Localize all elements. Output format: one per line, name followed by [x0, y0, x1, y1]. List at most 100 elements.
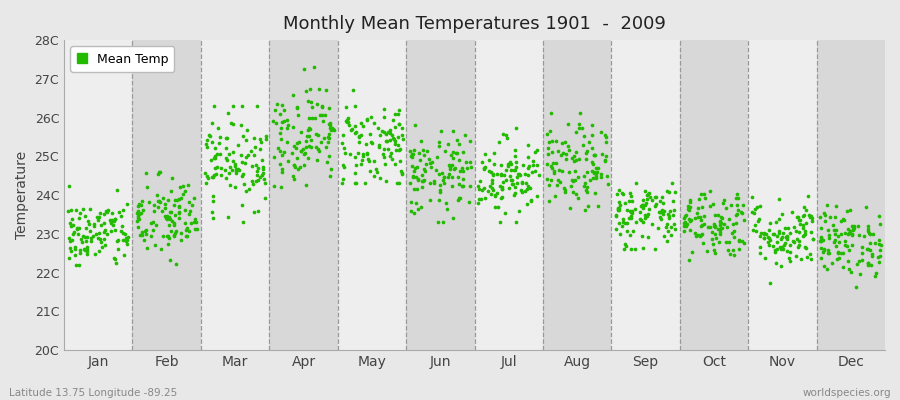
Point — [841, 257, 855, 264]
Point — [154, 246, 168, 252]
Point — [446, 166, 461, 172]
Point — [540, 130, 554, 137]
Point — [293, 148, 308, 155]
Point — [65, 236, 79, 243]
Point — [323, 127, 338, 134]
Point — [404, 154, 419, 160]
Point — [327, 127, 341, 133]
Point — [557, 139, 572, 146]
Point — [220, 135, 234, 142]
Point — [624, 209, 638, 215]
Point — [464, 183, 478, 190]
Point — [617, 220, 632, 226]
Point — [598, 133, 613, 140]
Point — [320, 138, 335, 145]
Point — [235, 202, 249, 208]
Point — [820, 202, 834, 208]
Point — [360, 116, 374, 122]
Point — [586, 161, 600, 167]
Point — [82, 228, 96, 234]
Point — [816, 210, 831, 217]
Point — [281, 158, 295, 164]
Point — [723, 250, 737, 257]
Point — [239, 137, 254, 144]
Point — [496, 131, 510, 137]
Point — [288, 164, 302, 170]
Point — [173, 184, 187, 190]
Point — [247, 134, 261, 141]
Point — [508, 164, 523, 170]
Point — [348, 130, 363, 136]
Point — [222, 182, 237, 188]
Point — [442, 171, 456, 177]
Point — [211, 151, 225, 157]
Point — [745, 194, 760, 200]
Point — [430, 154, 445, 160]
Point — [682, 216, 697, 223]
Point — [423, 197, 437, 203]
Point — [634, 232, 649, 239]
Point — [790, 214, 805, 220]
Point — [725, 220, 740, 227]
Point — [716, 200, 731, 206]
Point — [166, 221, 181, 228]
Point — [274, 119, 289, 125]
Point — [94, 244, 109, 250]
Point — [164, 209, 178, 216]
Point — [684, 216, 698, 223]
Point — [518, 180, 533, 186]
Point — [351, 150, 365, 157]
Point — [99, 208, 113, 214]
Point — [230, 166, 244, 172]
Point — [611, 205, 625, 212]
Point — [587, 151, 601, 158]
Point — [553, 179, 567, 185]
Point — [822, 232, 836, 238]
Point — [478, 151, 492, 158]
Point — [680, 221, 694, 228]
Point — [221, 150, 236, 157]
Point — [565, 188, 580, 195]
Point — [518, 188, 532, 194]
Point — [335, 180, 349, 187]
Point — [611, 206, 625, 212]
Point — [768, 247, 782, 254]
Point — [392, 121, 407, 127]
Point — [745, 227, 760, 234]
Point — [868, 273, 883, 279]
Point — [253, 174, 267, 180]
Point — [815, 249, 830, 255]
Point — [790, 236, 805, 242]
Point — [422, 180, 436, 186]
Point — [201, 175, 215, 182]
Point — [598, 156, 612, 163]
Point — [698, 213, 712, 219]
Point — [302, 115, 316, 121]
Point — [546, 160, 561, 166]
Point — [436, 177, 450, 183]
Point — [64, 247, 78, 254]
Point — [168, 212, 183, 218]
Point — [336, 162, 350, 168]
Point — [394, 132, 409, 138]
Point — [204, 156, 219, 163]
Point — [131, 224, 146, 230]
Point — [869, 270, 884, 276]
Point — [214, 164, 229, 171]
Point — [163, 216, 177, 222]
Point — [732, 237, 746, 243]
Point — [377, 146, 392, 152]
Point — [797, 244, 812, 251]
Point — [749, 227, 763, 234]
Point — [94, 222, 108, 228]
Point — [620, 220, 634, 226]
Point — [588, 190, 602, 197]
Point — [609, 191, 624, 198]
Point — [120, 237, 134, 244]
Point — [418, 168, 432, 175]
Bar — [406, 40, 474, 350]
Point — [500, 163, 515, 169]
Point — [663, 207, 678, 214]
Point — [354, 161, 368, 167]
Point — [391, 134, 405, 140]
